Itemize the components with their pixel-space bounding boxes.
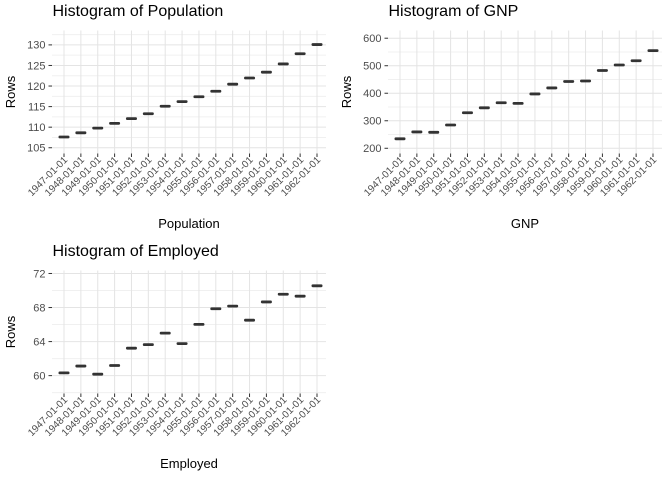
data-mark (613, 63, 625, 67)
y-tick-label: 68 (33, 302, 45, 314)
empty-grid-cell (336, 240, 672, 480)
y-tick-labels: 105 110 115 120 125 130 (27, 40, 45, 155)
axis-tick-marks (48, 272, 318, 397)
data-mark (109, 364, 121, 367)
data-mark (411, 130, 423, 134)
data-mark (75, 131, 87, 135)
y-tick-label: 115 (28, 101, 46, 113)
data-mark (529, 92, 541, 96)
chart-histogram-of-employed: 60 64 68 72 1947-01-01 1948-01-01 1949-01-01 19… (0, 240, 336, 480)
data-marks (58, 43, 323, 139)
data-mark (277, 62, 289, 66)
grid-major-lines (52, 30, 326, 154)
x-tick-labels: 1947-01-011948-01-011949-01-011950-01-01… (26, 395, 323, 439)
data-mark (311, 284, 323, 288)
y-tick-label: 400 (363, 88, 381, 100)
data-mark (445, 123, 457, 127)
chart-title: Histogram of GNP (389, 3, 519, 20)
data-mark (428, 130, 440, 134)
data-mark (294, 294, 306, 298)
data-mark (58, 371, 70, 375)
data-mark (92, 126, 104, 130)
data-mark (227, 304, 239, 308)
y-tick-label: 72 (33, 268, 45, 280)
x-axis-title: Employed (160, 456, 218, 471)
axis-tick-marks (48, 44, 318, 157)
data-mark (142, 112, 154, 116)
chart-histogram-of-population: 105 110 115 120 125 130 1947-01-01 1948-01-01 19… (0, 0, 336, 240)
data-mark (512, 101, 524, 105)
data-mark (461, 111, 473, 115)
chart-histogram-of-gnp: 200 300 400 500 600 1947-01-01 1948-01-01 1949-… (336, 0, 672, 240)
axis-tick-marks (384, 37, 654, 157)
chart-svg: 200 300 400 500 600 1947-01-011948-01-011949-… (339, 3, 662, 231)
data-mark (478, 106, 490, 110)
data-mark (294, 52, 306, 56)
data-mark (495, 101, 507, 105)
data-mark (125, 346, 137, 350)
data-mark (546, 86, 558, 90)
data-mark (176, 342, 188, 346)
chart-title: Histogram of Employed (53, 243, 219, 260)
x-tick-labels: 1947-01-011948-01-011949-01-011950-01-01… (362, 155, 659, 199)
data-mark (125, 117, 137, 121)
chart-svg: 105 110 115 120 125 130 1947-01-011948-01-0119… (3, 3, 326, 231)
data-mark (176, 100, 188, 103)
data-mark (244, 76, 256, 80)
data-mark (109, 121, 121, 125)
grid-major-lines (388, 30, 662, 154)
y-tick-label: 120 (27, 81, 45, 93)
data-mark (394, 137, 406, 141)
y-tick-label: 105 (27, 143, 45, 155)
y-tick-label: 500 (363, 61, 381, 73)
chart-svg: 60 64 68 72 1947-01-011948-01-011949-01-0119… (3, 243, 326, 471)
x-tick-labels: 1947-01-011948-01-011949-01-011950-01-01… (26, 155, 323, 199)
data-mark (75, 364, 87, 368)
y-tick-label: 60 (33, 370, 45, 382)
y-tick-label: 200 (363, 143, 381, 155)
y-tick-labels: 200 300 400 500 600 (363, 33, 381, 155)
data-mark (210, 307, 222, 311)
data-mark (193, 322, 205, 326)
data-mark (159, 331, 171, 335)
y-axis-title: Rows (3, 75, 18, 108)
x-axis-title: Population (158, 216, 219, 231)
data-mark (277, 292, 289, 296)
y-axis-title: Rows (3, 315, 18, 348)
data-marks (58, 284, 323, 376)
y-tick-label: 600 (363, 33, 381, 45)
data-mark (596, 69, 608, 72)
data-mark (193, 95, 205, 99)
data-mark (142, 343, 154, 347)
data-mark (210, 89, 222, 93)
data-mark (563, 80, 575, 83)
y-tick-labels: 60 64 68 72 (33, 268, 45, 382)
data-mark (311, 43, 323, 46)
chart-title: Histogram of Population (53, 3, 224, 20)
data-mark (630, 59, 642, 63)
data-mark (260, 300, 272, 304)
data-mark (159, 104, 171, 108)
data-mark (92, 372, 104, 376)
data-mark (260, 70, 272, 74)
data-mark (647, 49, 659, 53)
x-axis-title: GNP (511, 216, 539, 231)
data-marks (394, 49, 659, 141)
y-tick-label: 64 (33, 336, 45, 348)
data-mark (227, 82, 239, 86)
data-mark (580, 79, 592, 83)
y-tick-label: 300 (363, 116, 381, 128)
y-tick-label: 130 (27, 40, 45, 52)
data-mark (244, 318, 256, 322)
y-tick-label: 110 (28, 122, 46, 134)
y-axis-title: Rows (339, 75, 354, 108)
data-mark (58, 135, 70, 139)
y-tick-label: 125 (27, 60, 45, 72)
